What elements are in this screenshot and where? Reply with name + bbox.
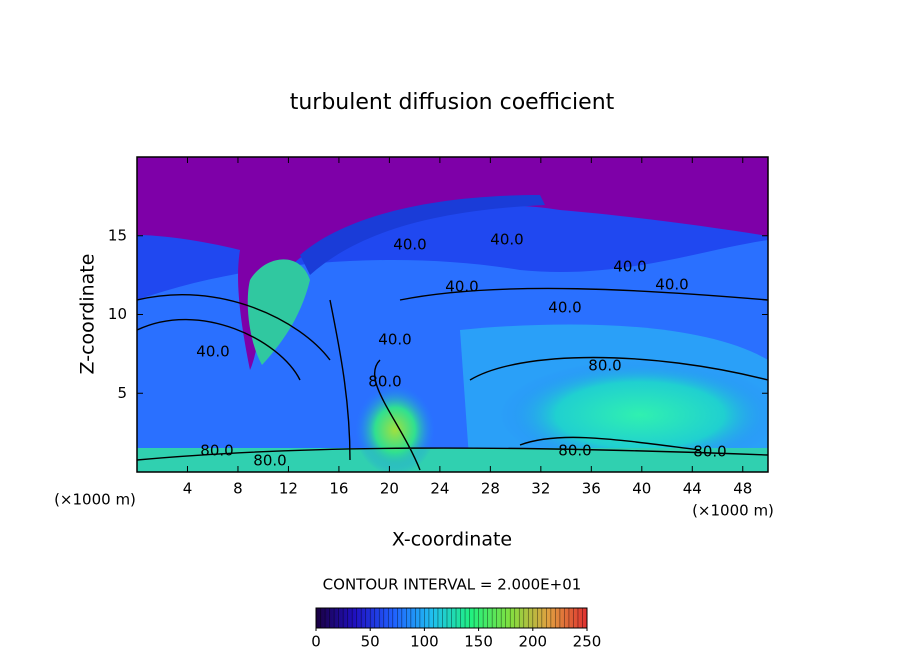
x-tick-label: 48 [733,480,752,498]
x-unit: (×1000 m) [692,502,774,520]
contour-label: 80.0 [253,452,286,470]
contour-label: 80.0 [588,357,621,375]
contour-label: 40.0 [613,258,646,276]
x-tick-label: 24 [430,480,449,498]
colorbar-tick-label: 150 [464,633,493,651]
contour-label: 40.0 [378,331,411,349]
y-axis-label: Z-coordinate [77,254,99,375]
contour-label: 40.0 [548,299,581,317]
field-band [300,195,545,275]
y-tick-label: 10 [108,305,127,323]
x-tick-label: 44 [683,480,702,498]
contour-label: 80.0 [558,442,591,460]
contour-label: 40.0 [393,236,426,254]
contour-label: 40.0 [655,276,688,294]
contour-label: 40.0 [196,343,229,361]
y-unit: (×1000 m) [54,491,136,509]
contour-label: 80.0 [200,442,233,460]
field-blob [500,360,768,470]
field-top [137,157,768,370]
chart-title: turbulent diffusion coefficient [290,90,615,115]
field-blob [247,259,310,365]
field-blob [355,385,435,472]
x-tick-label: 16 [329,480,348,498]
colorbar-tick-label: 50 [361,633,380,651]
colorbar-tick-label: 200 [518,633,547,651]
contour-label: 40.0 [445,278,478,296]
contour-label: 40.0 [490,231,523,249]
x-tick-label: 4 [183,480,193,498]
x-tick-label: 40 [632,480,651,498]
colorbar-tick-label: 250 [573,633,602,651]
colorbar-tick-label: 100 [410,633,439,651]
field [137,157,768,472]
contour-line [137,287,768,471]
contour-label: 80.0 [368,373,401,391]
contour-label: 80.0 [693,443,726,461]
x-tick-label: 8 [233,480,243,498]
x-tick-label: 12 [279,480,298,498]
x-axis-label: X-coordinate [392,529,512,551]
contour-interval: CONTOUR INTERVAL = 2.000E+01 [323,576,582,594]
x-tick-label: 32 [531,480,550,498]
x-tick-label: 20 [380,480,399,498]
colorbar-tick-label: 0 [311,633,321,651]
x-tick-label: 36 [582,480,601,498]
y-tick-label: 15 [108,226,127,244]
x-tick-label: 28 [481,480,500,498]
y-tick-label: 5 [117,384,127,402]
